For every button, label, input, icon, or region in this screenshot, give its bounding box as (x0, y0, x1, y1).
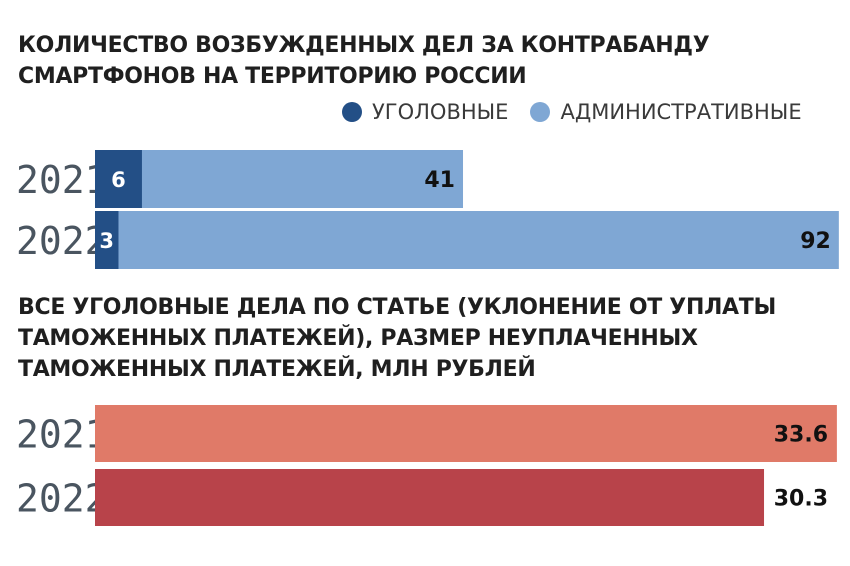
legend-item-administrative: АДМИНИСТРАТИВНЫЕ (530, 100, 802, 124)
value-label-criminal-2022: 3 (99, 229, 114, 253)
chart-title-contraband-cases: КОЛИЧЕСТВО ВОЗБУЖДЕННЫХ ДЕЛ ЗА КОНТРАБАН… (18, 33, 710, 89)
year-label-2021: 2021 (16, 413, 108, 457)
bar-administrative-2021 (141, 150, 464, 208)
legend-swatch-criminal (342, 102, 362, 122)
year-label-2022: 2022 (16, 477, 108, 521)
bar-criminal-2022 (95, 211, 119, 269)
legend: УГОЛОВНЫЕ АДМИНИСТРАТИВНЫЕ (342, 100, 824, 124)
legend-swatch-administrative (530, 102, 551, 122)
chart-title-unpaid-customs: ВСЕ УГОЛОВНЫЕ ДЕЛА ПО СТАТЬЕ (УКЛОНЕНИЕ … (18, 295, 776, 382)
year-label-2021: 2021 (16, 158, 108, 202)
value-label-administrative-2022: 92 (800, 229, 831, 254)
value-label-administrative-2021: 41 (424, 168, 455, 193)
bar-unpaid-2022 (95, 469, 765, 526)
legend-label-criminal: УГОЛОВНЫЕ (372, 100, 509, 124)
bar-administrative-2022 (118, 211, 839, 269)
legend-item-criminal: УГОЛОВНЫЕ (342, 100, 508, 124)
year-label-2022: 2022 (16, 219, 108, 263)
bar-criminal-2021 (95, 150, 142, 208)
bar-unpaid-2021 (95, 405, 837, 462)
value-label-unpaid-2022: 30.3 (774, 487, 828, 512)
value-label-criminal-2021: 6 (111, 168, 126, 192)
value-label-unpaid-2021: 33.6 (774, 423, 828, 448)
legend-label-administrative: АДМИНИСТРАТИВНЫЕ (560, 100, 802, 124)
